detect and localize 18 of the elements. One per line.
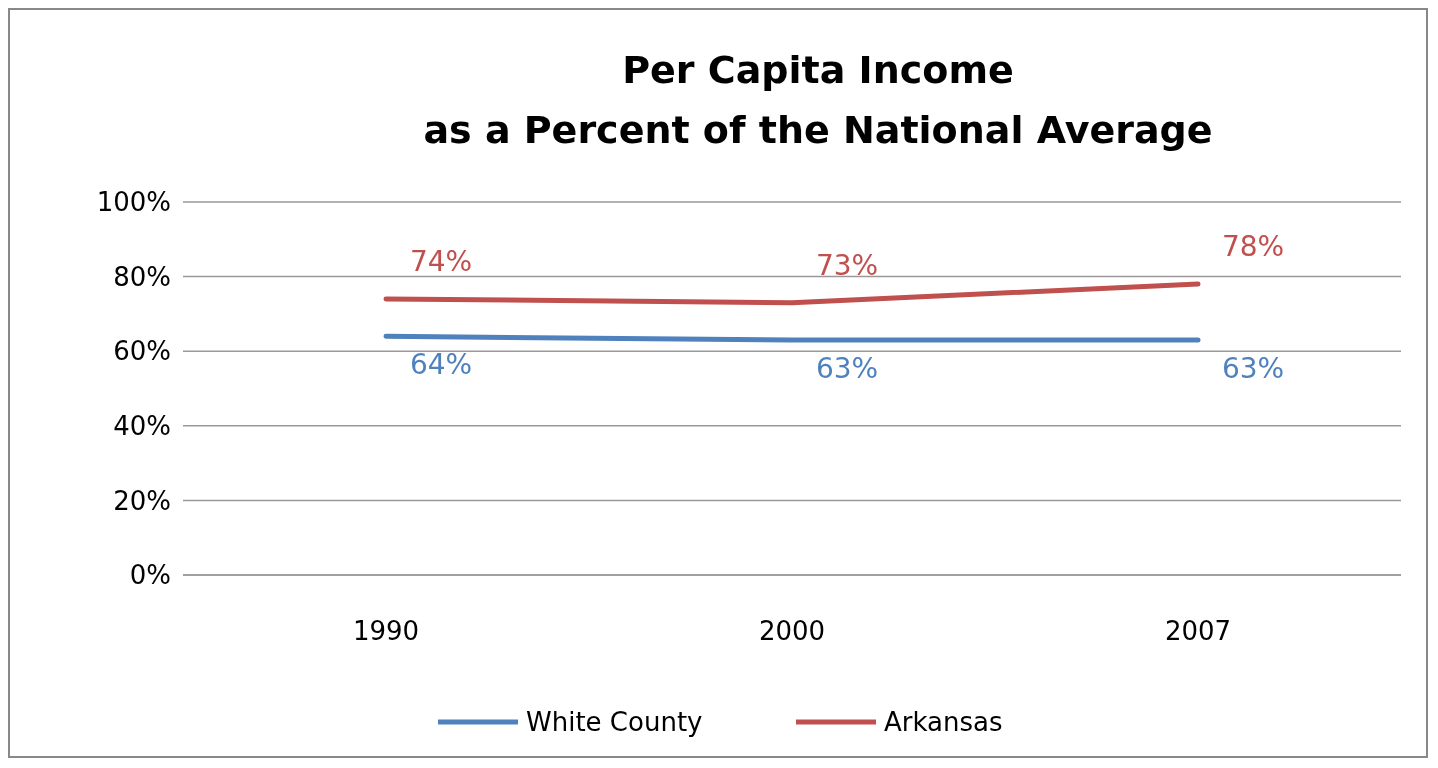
y-tick-label: 0%	[129, 560, 171, 591]
chart-title: Per Capita Income as a Percent of the National Average	[423, 48, 1213, 152]
y-tick-label: 20%	[113, 485, 171, 516]
y-tick-label: 60%	[113, 336, 171, 367]
x-tick-label: 2000	[758, 616, 826, 646]
legend-label: Arkansas	[884, 707, 1003, 738]
data-label: 78%	[1221, 230, 1285, 264]
y-tick-label: 100%	[96, 187, 171, 218]
data-label: 74%	[409, 244, 473, 278]
data-label: 63%	[1221, 352, 1285, 386]
y-tick-label: 40%	[113, 410, 171, 441]
legend-label: White County	[526, 707, 703, 738]
x-tick-label: 1990	[352, 616, 420, 646]
y-tick-label: 80%	[113, 261, 171, 292]
data-label: 73%	[815, 248, 879, 282]
data-label: 63%	[815, 352, 879, 386]
x-tick-label: 2007	[1164, 616, 1232, 646]
data-label: 64%	[409, 348, 473, 382]
